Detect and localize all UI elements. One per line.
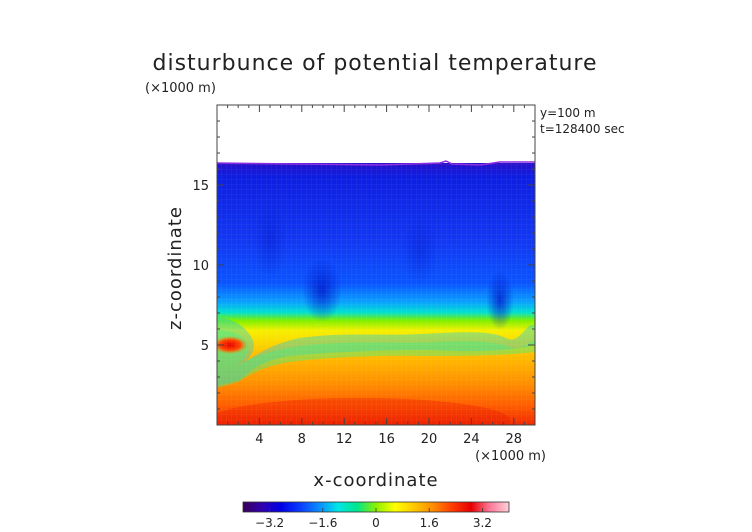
colorbar-tick-label: 0 [372, 516, 380, 530]
x-tick-label: 12 [336, 432, 353, 447]
colorbar-tick-label: 1.6 [420, 516, 439, 530]
z-unit-label: (×1000 m) [145, 81, 216, 96]
y-axis: 5 10 15 [192, 120, 535, 410]
chart-title: disturbunce of potential temperature [153, 51, 598, 76]
x-axis: 4 8 12 16 20 24 28 [227, 105, 525, 447]
heatmap-field [217, 160, 535, 425]
grid-overlay [217, 163, 535, 425]
x-tick-label: 8 [298, 432, 306, 447]
x-tick-label: 28 [506, 432, 523, 447]
colorbar-tick-label: −1.6 [308, 516, 337, 530]
x-tick-label: 24 [463, 432, 480, 447]
y-tick-label: 15 [192, 179, 209, 194]
colorbar-tick-label: 3.2 [473, 516, 492, 530]
colorbar-ticks: −3.2 −1.6 0 1.6 3.2 [255, 508, 492, 530]
x-tick-label: 16 [378, 432, 395, 447]
y-axis-label: z-coordinate [165, 206, 186, 330]
y-tick-label: 5 [201, 339, 209, 354]
annotation-t: t=128400 sec [540, 122, 625, 136]
x-unit-label: (×1000 m) [475, 449, 546, 464]
x-axis-label: x-coordinate [313, 470, 438, 491]
x-tick-label: 20 [421, 432, 438, 447]
annotation-y: y=100 m [540, 106, 596, 120]
colorbar-tick-label: −3.2 [255, 516, 284, 530]
y-tick-label: 10 [192, 259, 209, 274]
x-tick-label: 4 [255, 432, 263, 447]
